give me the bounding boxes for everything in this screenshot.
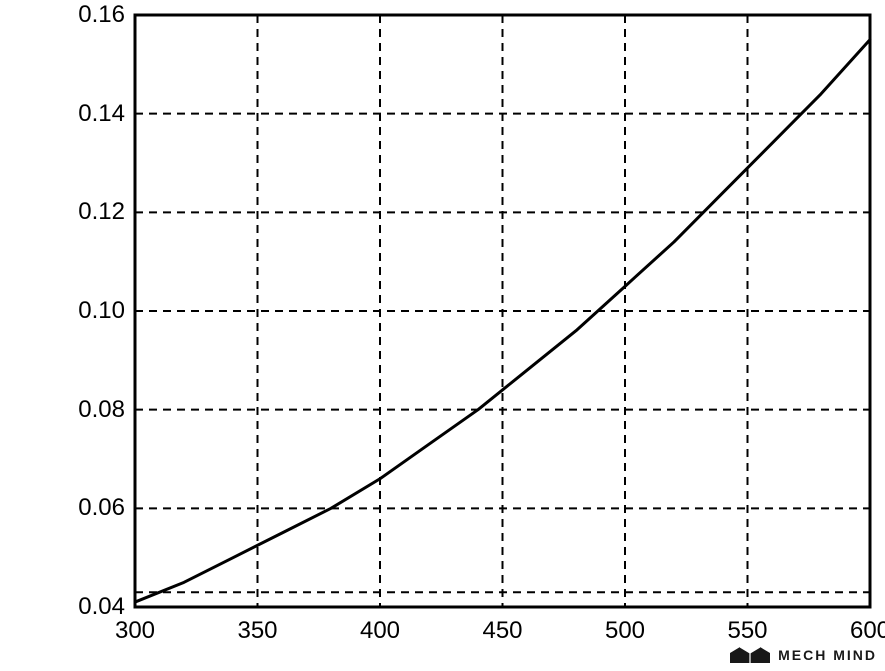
y-tick-label: 0.12 [25, 200, 125, 224]
x-tick-label: 500 [585, 619, 665, 643]
y-tick-label: 0.08 [25, 398, 125, 422]
chart-container: 0.04 0.06 0.08 0.10 0.12 0.14 0.16 300 350 400 45… [0, 0, 885, 671]
x-tick-label: 400 [340, 619, 420, 643]
chart-svg [0, 0, 885, 671]
watermark: MECH MIND [728, 645, 877, 665]
y-tick-label: 0.06 [25, 496, 125, 520]
x-tick-label: 350 [218, 619, 298, 643]
x-tick-label: 550 [708, 619, 788, 643]
y-tick-label: 0.14 [25, 102, 125, 126]
mech-mind-logo-icon [728, 645, 772, 665]
watermark-text: MECH MIND [778, 647, 877, 663]
x-tick-label: 600 [830, 619, 885, 643]
x-tick-label: 300 [95, 619, 175, 643]
y-tick-label: 0.16 [25, 3, 125, 27]
y-tick-label: 0.04 [25, 595, 125, 619]
x-tick-label: 450 [463, 619, 543, 643]
y-tick-label: 0.10 [25, 299, 125, 323]
